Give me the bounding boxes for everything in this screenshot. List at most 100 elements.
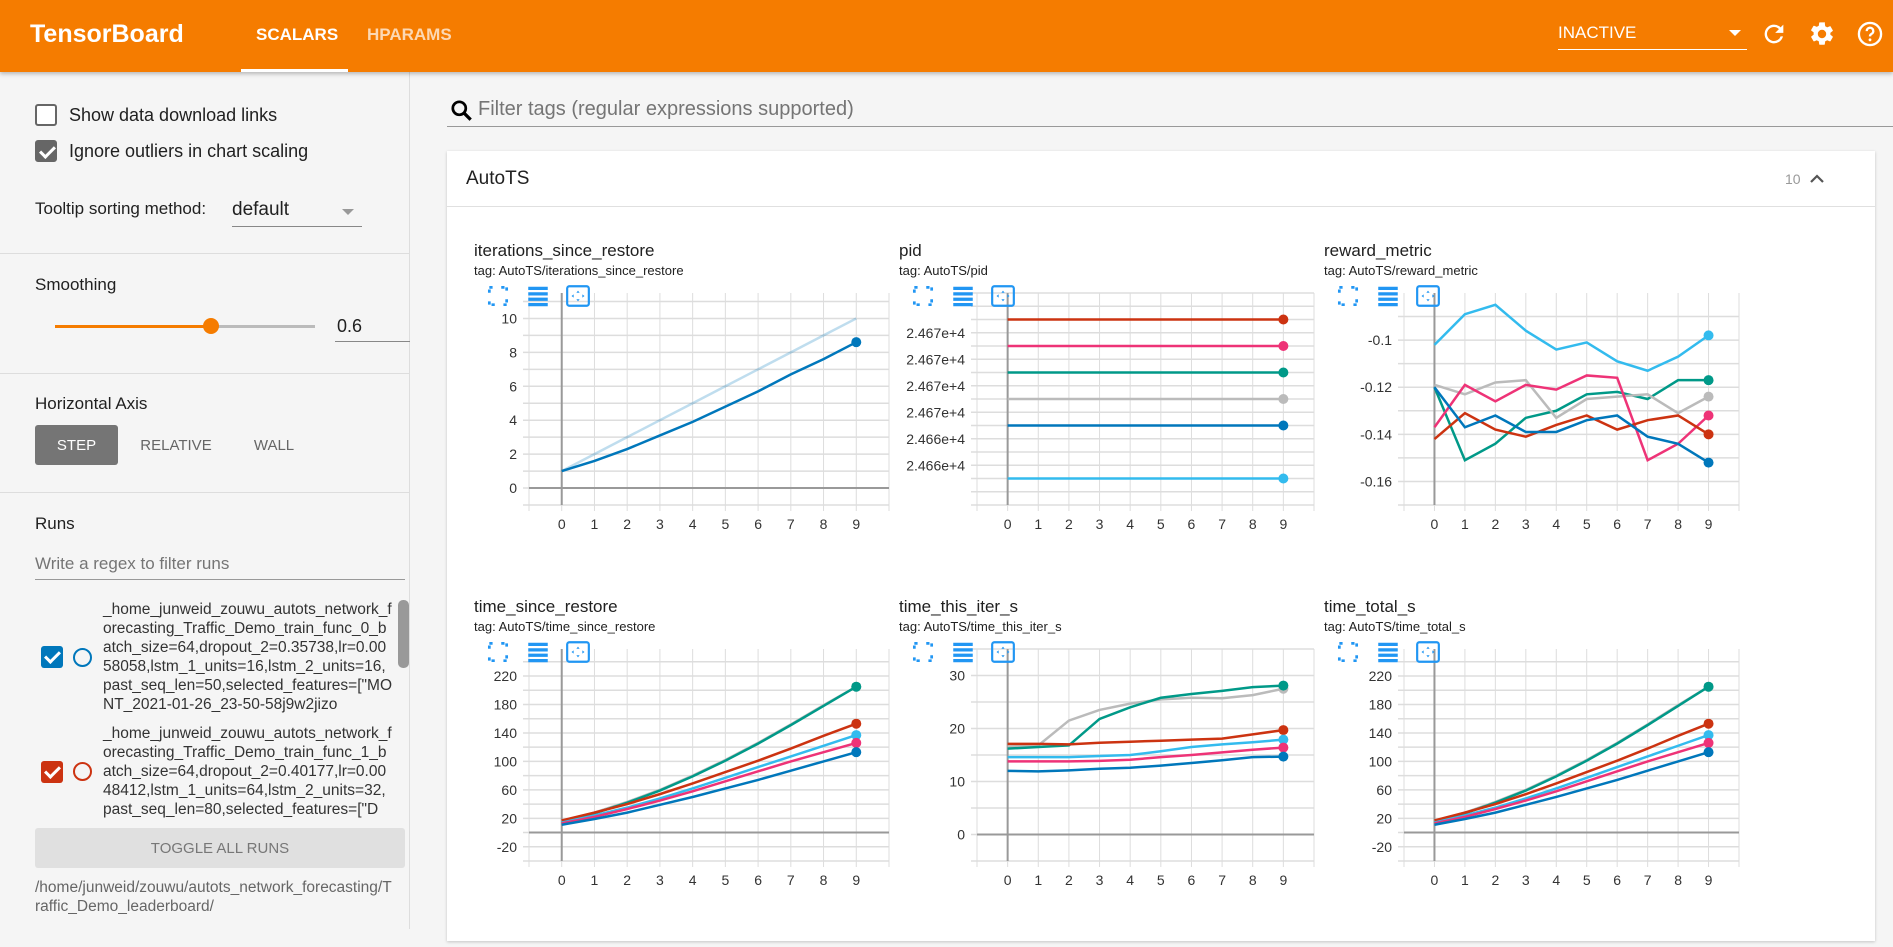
y-tick-label: 2.467e+4 (906, 351, 965, 367)
tooltip-sorting-select[interactable]: default (232, 197, 362, 227)
run-radio[interactable] (73, 762, 92, 781)
y-tick-label: 220 (1369, 668, 1393, 684)
chart-plot: -20 20 60 100 140 180 220 0 1 2 3 4 5 6 7 8 9 (1369, 649, 1740, 888)
horizontal-axis-label: Horizontal Axis (35, 394, 148, 413)
y-tick-label: 2.467e+4 (906, 378, 965, 394)
fullscreen-icon[interactable] (1334, 639, 1362, 665)
x-tick-label: 7 (1218, 872, 1226, 888)
fit-domain-icon[interactable] (564, 283, 592, 309)
x-tick-label: 3 (656, 516, 664, 532)
x-tick-label: 3 (656, 872, 664, 888)
settings-icon[interactable] (1808, 20, 1836, 48)
chart-title: time_this_iter_s (899, 597, 1019, 616)
smoothing-slider[interactable] (55, 318, 315, 334)
x-tick-label: 7 (1644, 516, 1652, 532)
x-tick-label: 0 (1004, 872, 1012, 888)
axis-step-button[interactable]: STEP (35, 425, 118, 465)
y-tick-label: 2 (509, 446, 517, 462)
chart-tag: tag: AutoTS/pid (899, 263, 988, 278)
fullscreen-icon[interactable] (484, 283, 512, 309)
scalar-chart-iterations_since_restore: iterations_since_restore tag: AutoTS/iter… (474, 241, 894, 591)
axis-relative-button[interactable]: RELATIVE (140, 436, 212, 454)
x-tick-label: 2 (623, 872, 631, 888)
fullscreen-icon[interactable] (1334, 283, 1362, 309)
series-end-point (1278, 367, 1289, 378)
checkbox-checked[interactable] (35, 140, 57, 162)
runs-scrollbar[interactable] (398, 600, 409, 668)
tag-group-header[interactable]: AutoTS 10 (447, 151, 1875, 207)
y-tick-label: -0.16 (1360, 473, 1392, 489)
y-tick-label: 180 (1369, 696, 1393, 712)
x-tick-label: 5 (721, 516, 729, 532)
filter-placeholder: Filter tags (regular expressions support… (478, 98, 854, 120)
run-radio[interactable] (73, 647, 92, 667)
y-tick-label: -0.12 (1360, 379, 1392, 395)
run-filter-input[interactable]: Write a regex to filter runs (35, 550, 405, 580)
toggle-log-scale-icon[interactable] (949, 283, 977, 309)
slider-knob[interactable] (203, 318, 219, 334)
refresh-icon[interactable] (1760, 20, 1788, 48)
fit-domain-icon[interactable] (1414, 639, 1442, 665)
fit-domain-icon[interactable] (989, 283, 1017, 309)
x-tick-label: 6 (1188, 872, 1196, 888)
group-count: 10 (1785, 171, 1801, 187)
chart-plot: 2.467e+4 2.467e+4 2.467e+4 2.467e+4 2.466e+4… (906, 292, 1315, 532)
raw-series-line (561, 317, 857, 473)
fit-domain-icon[interactable] (564, 639, 592, 665)
ignore-outliers-checkbox[interactable]: Ignore outliers in chart scaling (35, 140, 308, 162)
x-tick-label: 4 (689, 516, 697, 532)
toggle-log-scale-icon[interactable] (524, 639, 552, 665)
tab-hparams[interactable]: HPARAMS (367, 25, 452, 44)
y-tick-label: -0.14 (1360, 426, 1392, 442)
series-line (1007, 738, 1284, 759)
series-end-point (1703, 375, 1714, 386)
run-name: _home_junweid_zouwu_autots_network_forec… (103, 725, 392, 818)
app-title: TensorBoard (30, 20, 184, 48)
series-line (1434, 750, 1709, 826)
fit-domain-icon[interactable] (1414, 283, 1442, 309)
x-tick-label: 8 (820, 516, 828, 532)
series-end-point (851, 681, 862, 692)
smoothing-input[interactable]: 0.6 (335, 312, 410, 342)
run-checkbox[interactable] (41, 760, 63, 783)
search-icon (451, 100, 472, 121)
fullscreen-icon[interactable] (909, 283, 937, 309)
plugin-status-dropdown[interactable]: INACTIVE (1558, 18, 1747, 50)
toggle-log-scale-icon[interactable] (1374, 283, 1402, 309)
toggle-log-scale-icon[interactable] (524, 283, 552, 309)
run-checkbox[interactable] (41, 646, 63, 668)
run-item[interactable]: _home_junweid_zouwu_autots_network_forec… (35, 724, 395, 819)
series-end-point (851, 737, 862, 748)
y-tick-label: 100 (1369, 753, 1393, 769)
runs-label: Runs (35, 514, 75, 533)
help-icon[interactable] (1856, 20, 1884, 48)
run-item[interactable]: _home_junweid_zouwu_autots_network_forec… (35, 600, 395, 714)
chart-title: time_total_s (1324, 597, 1416, 616)
series-end-point (851, 730, 862, 741)
chevron-up-icon[interactable] (1807, 169, 1827, 189)
checkbox-unchecked[interactable] (35, 104, 57, 126)
x-tick-label: 5 (721, 872, 729, 888)
show-download-links-checkbox[interactable]: Show data download links (35, 104, 277, 126)
x-tick-label: 8 (1674, 516, 1682, 532)
fullscreen-icon[interactable] (909, 639, 937, 665)
x-tick-label: 9 (1705, 516, 1713, 532)
series-end-point (851, 337, 862, 348)
series-end-point (1278, 680, 1289, 691)
tab-scalars[interactable]: SCALARS (256, 25, 339, 44)
series-end-point (1703, 410, 1714, 421)
toggle-log-scale-icon[interactable] (949, 639, 977, 665)
x-tick-label: 1 (1461, 516, 1469, 532)
toggle-all-runs-button[interactable]: TOGGLE ALL RUNS (35, 828, 405, 868)
x-tick-label: 0 (1431, 872, 1439, 888)
run-name: _home_junweid_zouwu_autots_network_forec… (103, 601, 392, 713)
fullscreen-icon[interactable] (484, 639, 512, 665)
fit-domain-icon[interactable] (989, 639, 1017, 665)
plot-area (1404, 649, 1739, 861)
series-end-point (1278, 420, 1289, 431)
x-tick-label: 4 (1126, 516, 1134, 532)
series-end-point (1703, 747, 1714, 758)
toggle-log-scale-icon[interactable] (1374, 639, 1402, 665)
axis-wall-button[interactable]: WALL (253, 436, 295, 454)
tag-filter-input[interactable]: Filter tags (regular expressions support… (447, 95, 1893, 127)
